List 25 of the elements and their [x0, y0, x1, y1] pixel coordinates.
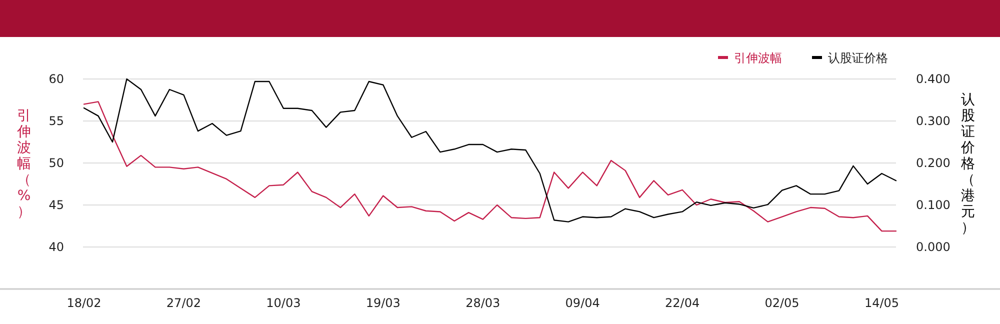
line-series	[83, 78, 897, 222]
y-tick-label: 50	[48, 156, 64, 170]
x-tick-label: 10/03	[266, 296, 301, 310]
legend-label: 引伸波幅	[734, 51, 782, 65]
x-tick-label: 27/02	[166, 296, 202, 310]
line-series	[83, 101, 897, 232]
y-tick-label: 55	[48, 114, 64, 128]
x-tick-label: 19/03	[366, 296, 400, 310]
text: 认股证价格（港元）	[961, 92, 975, 236]
x-tick-label: 14/05	[864, 296, 900, 310]
y2-tick-label: 0.400	[916, 72, 950, 86]
y-tick-label: 45	[48, 198, 64, 212]
y-tick-label: 60	[48, 72, 64, 86]
x-tick-label: 02/05	[764, 296, 800, 310]
x-tick-label: 09/04	[565, 296, 600, 310]
x-tick-label: 22/04	[665, 296, 700, 310]
x-tick-label: 18/02	[66, 296, 102, 310]
y-axis-title: 引伸波幅（%）	[16, 108, 31, 220]
legend-label: 认股证价格	[828, 51, 888, 65]
y2-tick-label: 0.300	[916, 114, 950, 128]
y-tick-label: 40	[48, 240, 64, 254]
y2-tick-label: 0.100	[916, 198, 950, 212]
x-tick-label: 28/03	[466, 296, 500, 310]
y2-tick-label: 0.200	[916, 156, 950, 170]
y2-tick-label: 0.000	[916, 240, 950, 254]
